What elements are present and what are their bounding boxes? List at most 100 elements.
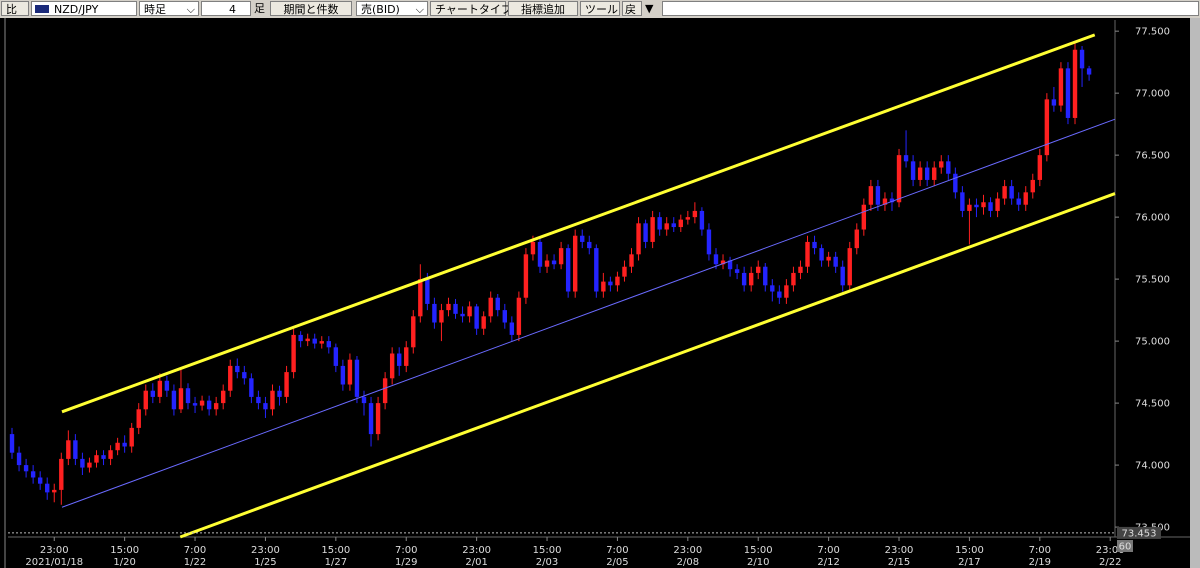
candle-body (52, 489, 57, 493)
y-tick-label: 75.500 (1135, 275, 1170, 286)
menu-button[interactable]: ▼ (645, 2, 654, 15)
candle-body (418, 279, 423, 317)
candle-body (924, 167, 930, 180)
x-tick-label: 7:00 (395, 545, 417, 556)
blank-field (662, 1, 1199, 16)
candle-body (727, 260, 733, 270)
x-tick-date: 2/08 (677, 557, 699, 568)
x-tick-date: 2/01 (465, 557, 487, 568)
candle-body (587, 241, 592, 249)
candle-body (601, 281, 606, 292)
candle-body (157, 380, 163, 397)
x-tick-label: 15:00 (110, 545, 139, 556)
y-tick-label: 76.000 (1135, 213, 1170, 224)
candle-body (319, 341, 324, 344)
count-unit: 足 (254, 2, 265, 15)
candle-body (509, 322, 515, 335)
candle-body (671, 223, 676, 228)
add-indicator-button[interactable]: 指標追加 (508, 1, 578, 16)
candle-body (446, 303, 451, 311)
candle-body (396, 353, 402, 366)
candle-body (235, 365, 240, 373)
x-tick-label: 15:00 (955, 545, 984, 556)
candle-body (1002, 186, 1007, 199)
corner-box (1117, 540, 1133, 552)
candle-body (974, 204, 979, 208)
x-tick-date: 2/05 (606, 557, 628, 568)
candle-body (558, 248, 564, 265)
candle-body (516, 297, 522, 335)
candle-body (404, 347, 409, 366)
x-tick-date: 1/25 (254, 557, 276, 568)
candle-body (932, 167, 937, 180)
period-button[interactable]: 期間と件数 (270, 1, 352, 16)
candle-body (94, 455, 99, 463)
candle-body (474, 306, 479, 329)
candle-body (580, 235, 585, 242)
candle-body (1016, 198, 1021, 205)
candle-body (734, 269, 740, 273)
candle-body (66, 440, 71, 459)
candle-body (875, 186, 881, 205)
candle-body (720, 260, 726, 265)
price-label-box (1117, 526, 1161, 539)
candle-body (9, 434, 15, 453)
candle-body (988, 202, 993, 211)
candle-body (763, 266, 768, 286)
side-select[interactable]: 売(BID) ⌵ (356, 1, 428, 16)
candle-body (657, 217, 662, 230)
toolbar: 比 NZD/JPY 時足 ⌵ 4 足 期間と件数 売(BID) ⌵ チャートタイプ … (0, 0, 1200, 18)
candle-body (741, 272, 747, 286)
candle-body (608, 281, 613, 286)
x-tick-label: 23:00 (673, 545, 702, 556)
corner-label: 60 (1119, 542, 1132, 553)
candle-body (939, 161, 944, 168)
dropdown-arrow: ⌵ (186, 3, 195, 16)
candle-body (439, 310, 444, 323)
candle-body (495, 297, 500, 311)
compare-button[interactable]: 比 (1, 1, 29, 16)
candle-body (1065, 68, 1071, 118)
chart: 73.50074.00074.50075.00075.50076.00076.5… (0, 18, 1200, 568)
candle-body (594, 248, 599, 292)
candle-body (692, 210, 698, 218)
back-button[interactable]: 戻 (622, 1, 642, 16)
candle-body (59, 458, 64, 490)
candle-body (840, 266, 845, 286)
scrollbar (1190, 18, 1200, 568)
candle-body (805, 241, 810, 267)
candle-body (1058, 68, 1064, 106)
candle-body (136, 409, 141, 428)
flag-icon (35, 5, 49, 13)
candle-body (45, 483, 50, 493)
candle-body (256, 396, 261, 404)
candle-body (861, 204, 867, 230)
candle-body (960, 192, 965, 211)
chart-type-button[interactable]: チャートタイプ (430, 1, 512, 16)
chart-bg (0, 18, 1200, 568)
candle-body (87, 462, 92, 468)
timeframe-text: 時足 (144, 3, 166, 16)
candle-body (108, 450, 113, 459)
candle-body (678, 219, 683, 228)
candle-body (748, 272, 754, 286)
candle-body (1079, 49, 1085, 69)
candle-body (756, 266, 761, 273)
dropdown-arrow: ⌵ (415, 3, 424, 16)
candle-body (889, 198, 895, 203)
x-tick-label: 15:00 (321, 545, 350, 556)
symbol-select[interactable]: NZD/JPY (31, 1, 137, 16)
candle-body (882, 198, 888, 205)
tools-button[interactable]: ツール (580, 1, 620, 16)
candle-body (572, 235, 578, 292)
candle-body (389, 353, 395, 379)
candle-body (467, 306, 472, 317)
candle-body (699, 210, 705, 230)
candle-body (150, 390, 156, 397)
count-input[interactable]: 4 (201, 1, 251, 16)
candle-body (981, 202, 986, 208)
candle-body (706, 229, 712, 255)
candle-body (1037, 155, 1043, 180)
timeframe-select[interactable]: 時足 ⌵ (139, 1, 199, 16)
candle-body (213, 403, 219, 410)
